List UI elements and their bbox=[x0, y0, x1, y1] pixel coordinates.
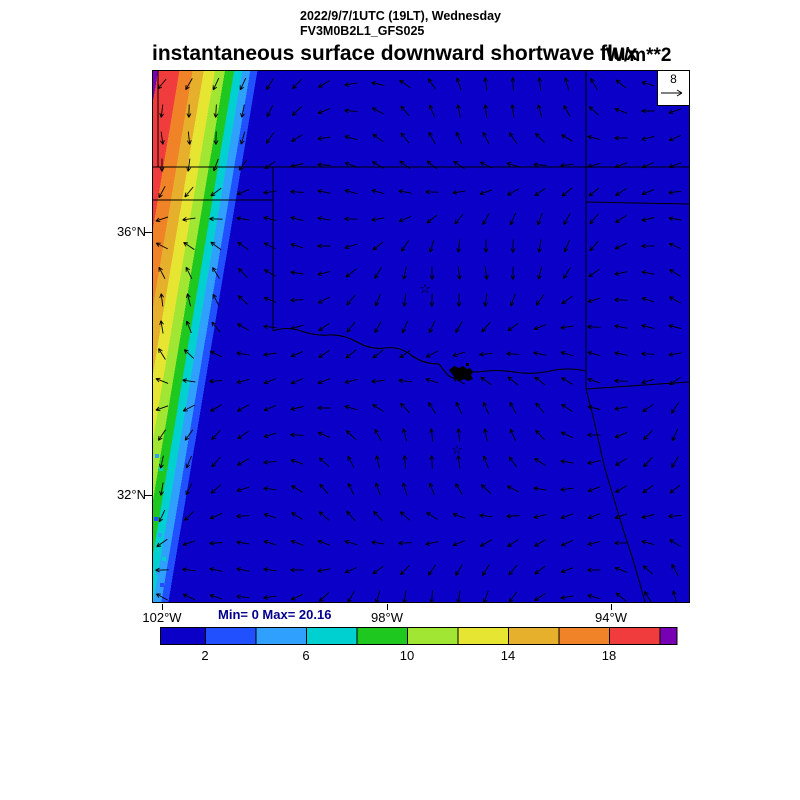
colorbar-label: 6 bbox=[302, 648, 310, 663]
city-marker: ☆ bbox=[451, 442, 463, 457]
reference-vector-box: 8 bbox=[657, 71, 689, 106]
colorbar-segment bbox=[457, 627, 509, 645]
colorbar-segment bbox=[205, 627, 257, 645]
colorbar-segment bbox=[609, 627, 661, 645]
x-axis-label: 102°W bbox=[142, 610, 182, 625]
colorbar-segment bbox=[255, 627, 307, 645]
colorbar-segment bbox=[558, 627, 610, 645]
reference-vector-value: 8 bbox=[670, 72, 677, 86]
colorbar-segment bbox=[508, 627, 560, 645]
map-panel: ☆ ☆ 8 bbox=[152, 70, 690, 603]
map-plot: ☆☆ bbox=[153, 71, 689, 602]
x-axis-label: 98°W bbox=[371, 610, 403, 625]
datetime-header: 2022/9/7/1UTC (19LT), Wednesday bbox=[300, 9, 502, 23]
colorbar-label: 18 bbox=[601, 648, 617, 663]
min-max-readout: Min= 0 Max= 20.16 bbox=[218, 607, 332, 622]
axis-tick bbox=[611, 604, 612, 610]
flux-field bbox=[153, 71, 689, 602]
axis-tick bbox=[387, 604, 388, 610]
axis-tick bbox=[162, 604, 163, 610]
colorbar-segment bbox=[407, 627, 459, 645]
plot-title: instantaneous surface downward shortwave… bbox=[152, 42, 638, 65]
y-axis-label: 32°N bbox=[116, 487, 146, 502]
x-axis-label: 94°W bbox=[595, 610, 627, 625]
colorbar bbox=[160, 627, 678, 645]
colorbar-segment bbox=[356, 627, 408, 645]
axis-tick bbox=[144, 495, 152, 496]
flux-specks bbox=[154, 454, 166, 587]
colorbar-segment bbox=[306, 627, 358, 645]
axis-tick bbox=[144, 232, 152, 233]
colorbar-label: 14 bbox=[500, 648, 516, 663]
lake-shape bbox=[449, 363, 473, 381]
colorbar-label: 2 bbox=[201, 648, 209, 663]
colorbar-label: 10 bbox=[399, 648, 415, 663]
wind-vectors bbox=[155, 77, 682, 602]
y-axis-label: 36°N bbox=[116, 224, 146, 239]
city-marker: ☆ bbox=[419, 281, 431, 296]
reference-arrow-icon bbox=[661, 89, 683, 97]
plot-units: W/m**2 bbox=[606, 45, 672, 66]
colorbar-segment bbox=[160, 627, 206, 645]
model-run-header: FV3M0B2L1_GFS025 bbox=[300, 24, 425, 38]
red-river bbox=[272, 327, 587, 379]
colorbar-segment bbox=[659, 627, 678, 645]
